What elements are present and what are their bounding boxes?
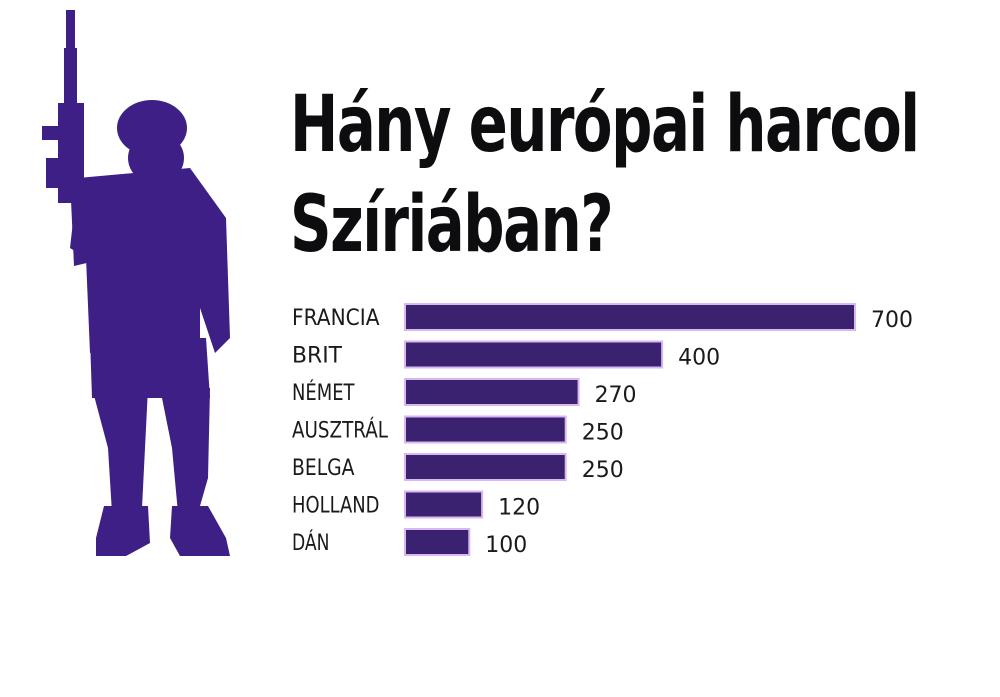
bar xyxy=(404,340,664,369)
category-label: FRANCIA xyxy=(292,306,380,331)
value-label: 700 xyxy=(871,308,913,333)
bar xyxy=(404,453,567,481)
value-label: 270 xyxy=(595,383,637,408)
category-label: BELGA xyxy=(292,456,355,481)
category-label: HOLLAND xyxy=(292,494,380,519)
category-label: DÁN xyxy=(292,530,330,556)
soldier-silhouette-icon xyxy=(42,10,230,556)
category-label: NÉMET xyxy=(292,380,355,406)
chart-title-line-1: Hány európai harcol xyxy=(290,80,920,170)
value-label: 250 xyxy=(582,458,624,483)
bar xyxy=(404,415,567,444)
value-label: 250 xyxy=(582,421,624,446)
chart-title-line-2: Szíriában? xyxy=(290,180,614,270)
value-label: 100 xyxy=(485,533,527,558)
bar xyxy=(404,490,484,519)
bar xyxy=(404,378,580,406)
category-label: BRIT xyxy=(292,344,343,369)
bar xyxy=(404,528,471,556)
value-label: 400 xyxy=(678,346,720,371)
category-label: AUSZTRÁL xyxy=(292,418,389,444)
value-label: 120 xyxy=(498,496,540,521)
bar xyxy=(404,303,856,331)
